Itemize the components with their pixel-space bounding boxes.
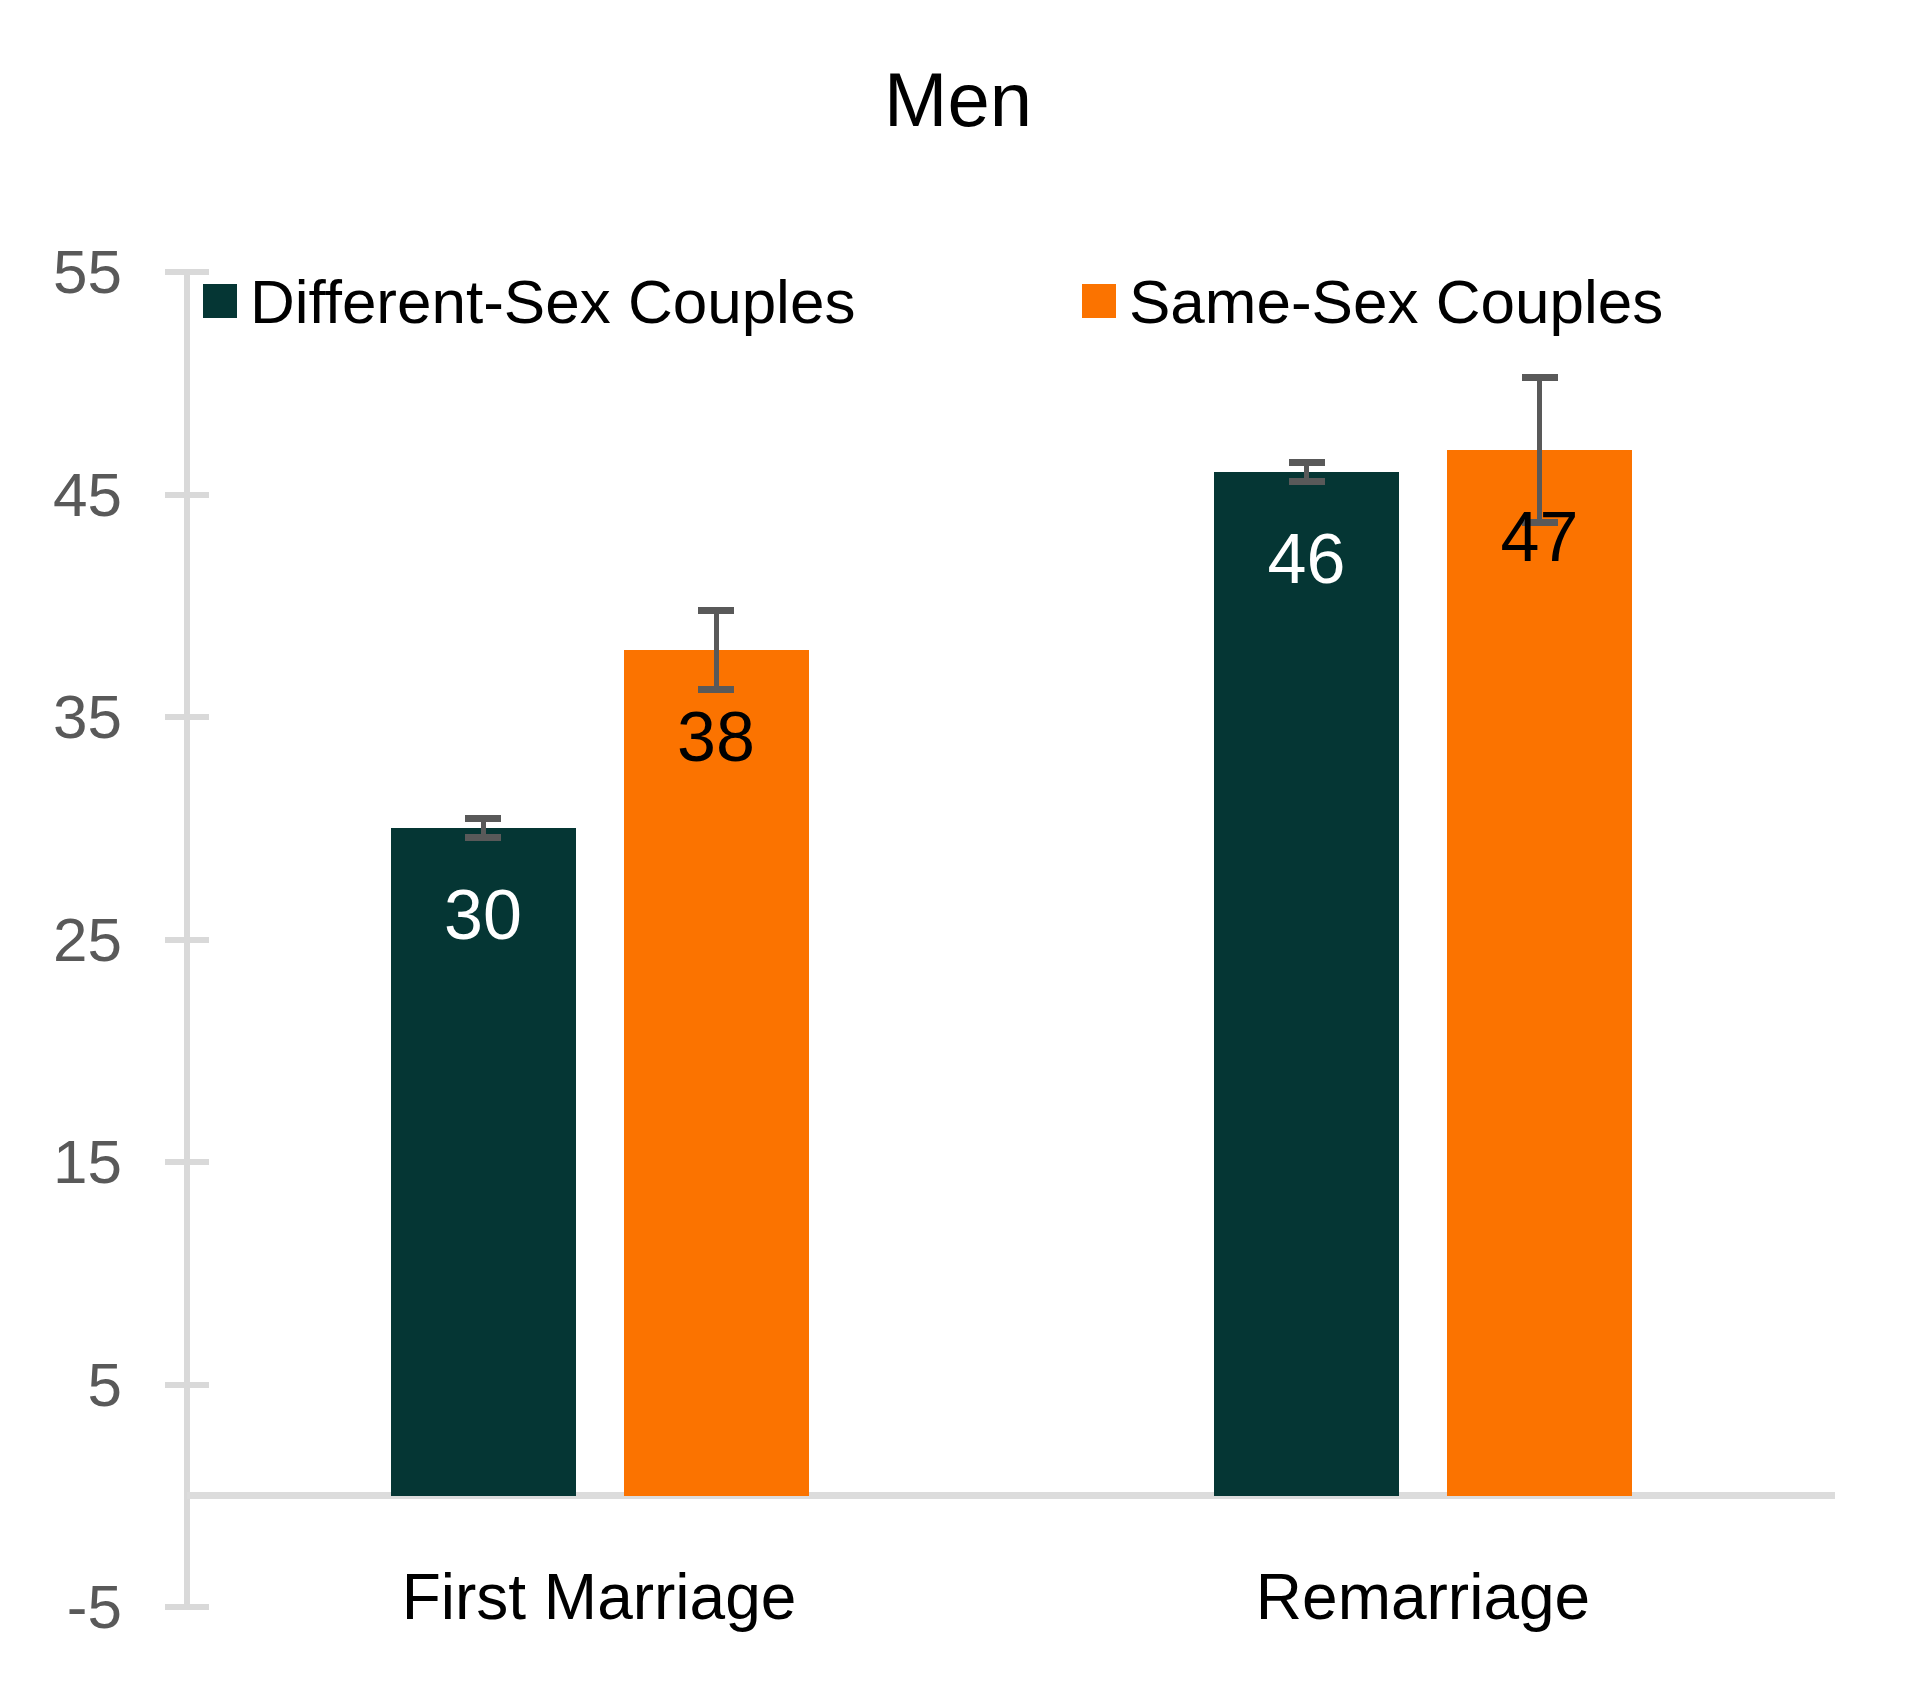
bar-remarriage-same-sex-couples [1447,450,1632,1496]
bar-value-label-remarriage-same-sex-couples: 47 [1501,502,1579,572]
chart-canvas: Men Different-Sex Couples Same-Sex Coupl… [0,0,1920,1694]
plot-area: 55 45 35 25 15 5 -5 30 38 46 47 [0,0,1920,1694]
y-tick-label: 45 [0,458,122,532]
error-bar-cap-bottom-first-marriage-different-sex-couples [465,834,501,841]
y-tick [165,1159,209,1165]
bar-first-marriage-same-sex-couples [624,650,809,1496]
y-tick [165,492,209,498]
y-tick [165,937,209,943]
error-bar-cap-bottom-first-marriage-same-sex-couples [698,686,734,693]
error-bar-cap-top-remarriage-different-sex-couples [1289,459,1325,466]
y-tick-label: 25 [0,903,122,977]
bar-value-label-remarriage-different-sex-couples: 46 [1268,524,1346,594]
category-label-first-marriage: First Marriage [402,1560,797,1634]
error-bar-line-first-marriage-same-sex-couples [714,610,719,690]
y-tick [165,1604,209,1610]
category-label-remarriage: Remarriage [1256,1560,1590,1634]
y-tick-label: -5 [0,1570,122,1644]
error-bar-cap-top-first-marriage-different-sex-couples [465,815,501,822]
y-tick-label: 35 [0,680,122,754]
y-tick-label: 55 [0,235,122,309]
error-bar-cap-bottom-remarriage-different-sex-couples [1289,478,1325,485]
bar-value-label-first-marriage-same-sex-couples: 38 [677,702,755,772]
bar-remarriage-different-sex-couples [1214,472,1399,1496]
bar-value-label-first-marriage-different-sex-couples: 30 [444,880,522,950]
y-tick [165,714,209,720]
error-bar-cap-top-first-marriage-same-sex-couples [698,607,734,614]
error-bar-cap-top-remarriage-same-sex-couples [1522,374,1558,381]
y-tick-label: 15 [0,1125,122,1199]
y-tick-label: 5 [0,1348,122,1422]
y-tick [165,269,209,275]
y-tick [165,1382,209,1388]
